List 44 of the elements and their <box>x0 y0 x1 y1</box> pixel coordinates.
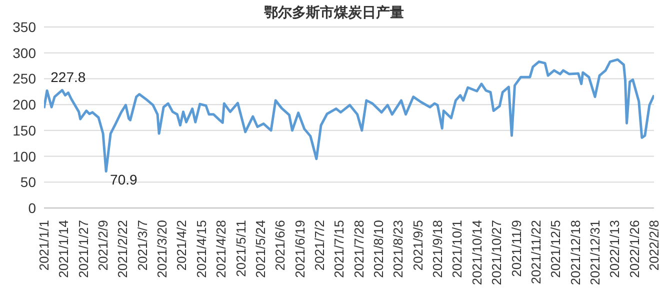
x-tick-label: 2021/3/7 <box>134 220 150 271</box>
x-tick-label: 2021/11/9 <box>508 220 524 277</box>
x-tick-label: 2021/1/1 <box>36 220 52 271</box>
y-tick-label: 300 <box>12 44 36 61</box>
y-tick-label: 250 <box>12 70 36 87</box>
x-tick-label: 2021/4/2 <box>174 220 190 271</box>
x-tick-label: 2021/10/14 <box>469 220 484 286</box>
x-tick-label: 2021/3/20 <box>154 220 170 278</box>
x-tick-label: 2021/5/24 <box>252 220 268 278</box>
chart-title: 鄂尔多斯市煤炭日产量 <box>264 4 404 20</box>
y-tick-label: 100 <box>12 148 36 164</box>
line-series <box>44 58 654 173</box>
x-tick-label: 2022/2/8 <box>646 220 662 271</box>
x-tick-label: 2021/7/28 <box>351 220 366 278</box>
x-tick-label: 2021/2/22 <box>115 220 130 278</box>
annotation: 227.8 <box>50 69 86 86</box>
x-tick-label: 2021/9/18 <box>430 220 446 278</box>
x-tick-label: 2021/9/5 <box>410 220 426 271</box>
x-tick-label: 2021/12/5 <box>548 220 564 278</box>
x-tick-label: 2021/10/27 <box>489 220 504 286</box>
x-tick-label: 2021/6/19 <box>292 220 308 278</box>
x-tick-label: 2022/1/26 <box>626 220 642 278</box>
annotation: 70.9 <box>110 171 138 188</box>
y-tick-label: 150 <box>12 122 36 138</box>
x-tick-label: 2022/1/13 <box>607 220 622 278</box>
x-tick-label: 2021/12/31 <box>587 220 602 286</box>
x-tick-label: 2021/6/6 <box>272 220 288 271</box>
y-tick-label: 50 <box>20 174 36 190</box>
x-tick-label: 2021/4/15 <box>194 220 209 278</box>
x-tick-label: 2021/7/15 <box>332 220 347 278</box>
y-tick-label: 0 <box>28 200 36 216</box>
y-tick-label: 200 <box>12 96 36 113</box>
x-tick-label: 2021/10/1 <box>450 220 465 278</box>
x-tick-label: 2021/1/14 <box>56 220 72 278</box>
x-tick-label: 2021/8/10 <box>371 220 386 278</box>
x-tick-label: 2021/8/23 <box>390 220 406 278</box>
x-tick-label: 2021/7/2 <box>312 220 327 271</box>
y-tick-label: 350 <box>12 18 36 35</box>
x-tick-label: 2021/2/9 <box>96 220 111 271</box>
x-tick-label: 2021/11/22 <box>528 220 544 284</box>
x-tick-label: 2021/5/11 <box>233 220 248 277</box>
x-tick-label: 2021/4/28 <box>214 220 229 278</box>
x-tick-label: 2021/1/27 <box>76 220 91 278</box>
x-tick-label: 2021/12/18 <box>568 220 583 286</box>
